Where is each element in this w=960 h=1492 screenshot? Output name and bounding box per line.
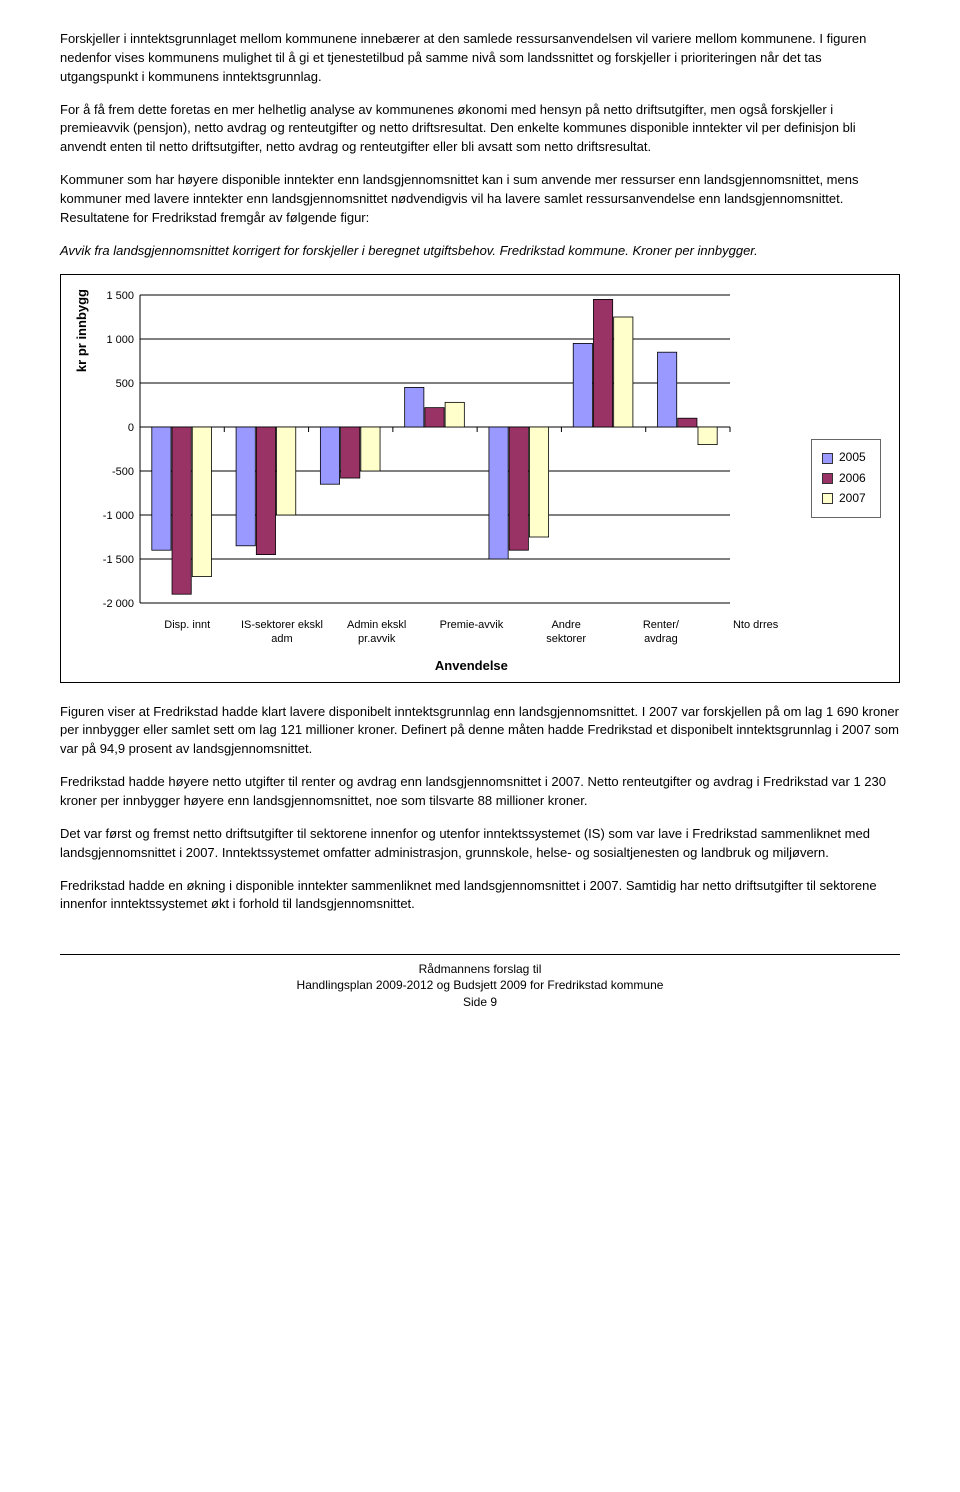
legend-item: 2006 — [822, 470, 870, 487]
paragraph-6: Det var først og fremst netto driftsutgi… — [60, 825, 900, 863]
chart-legend: 2005 2006 2007 — [811, 439, 881, 517]
paragraph-2: For å få frem dette foretas en mer helhe… — [60, 101, 900, 158]
svg-text:-2 000: -2 000 — [103, 598, 134, 609]
x-axis-title: Anvendelse — [94, 657, 803, 676]
svg-text:500: 500 — [115, 378, 133, 390]
svg-text:0: 0 — [128, 422, 134, 434]
x-label: Disp. innt — [140, 619, 235, 647]
x-label: Andresektorer — [519, 619, 614, 647]
svg-text:-1 500: -1 500 — [103, 554, 134, 566]
footer-line-1: Rådmannens forslag til — [60, 961, 900, 977]
paragraph-3: Kommuner som har høyere disponible innte… — [60, 171, 900, 228]
paragraph-7: Fredrikstad hadde en økning i disponible… — [60, 877, 900, 915]
legend-item: 2005 — [822, 449, 870, 466]
svg-text:-500: -500 — [112, 466, 134, 478]
paragraph-1: Forskjeller i inntektsgrunnlaget mellom … — [60, 30, 900, 87]
page-footer: Rådmannens forslag til Handlingsplan 200… — [60, 961, 900, 1010]
legend-label: 2005 — [839, 449, 866, 466]
paragraph-5: Fredrikstad hadde høyere netto utgifter … — [60, 773, 900, 811]
chart-caption: Avvik fra landsgjennomsnittet korrigert … — [60, 242, 900, 261]
x-label: Nto drres — [708, 619, 803, 647]
svg-text:1 000: 1 000 — [106, 334, 134, 346]
footer-line-2: Handlingsplan 2009-2012 og Budsjett 2009… — [60, 977, 900, 993]
footer-separator — [60, 954, 900, 955]
chart-container: kr pr innbygg -2 000 -1 500 -1 000 -500 0 500… — [60, 274, 900, 682]
x-labels-row: Disp. inntIS-sektorer ekskladmAdmin eksk… — [94, 619, 803, 647]
y-axis-title: kr pr innbygg — [71, 289, 94, 372]
legend-swatch — [822, 493, 833, 504]
legend-item: 2007 — [822, 490, 870, 507]
legend-swatch — [822, 473, 833, 484]
footer-line-3: Side 9 — [60, 994, 900, 1010]
x-label: Premie-avvik — [424, 619, 519, 647]
legend-label: 2006 — [839, 470, 866, 487]
x-label: IS-sektorer ekskladm — [235, 619, 330, 647]
svg-text:-1 000: -1 000 — [103, 510, 134, 522]
legend-label: 2007 — [839, 490, 866, 507]
svg-text:1 500: 1 500 — [106, 290, 134, 302]
x-label: Admin eksklpr.avvik — [329, 619, 424, 647]
x-label: Renter/avdrag — [614, 619, 709, 647]
paragraph-4: Figuren viser at Fredrikstad hadde klart… — [60, 703, 900, 760]
legend-swatch — [822, 453, 833, 464]
bar-chart: -2 000 -1 500 -1 000 -500 0 500 1 000 1 500 — [94, 289, 734, 609]
